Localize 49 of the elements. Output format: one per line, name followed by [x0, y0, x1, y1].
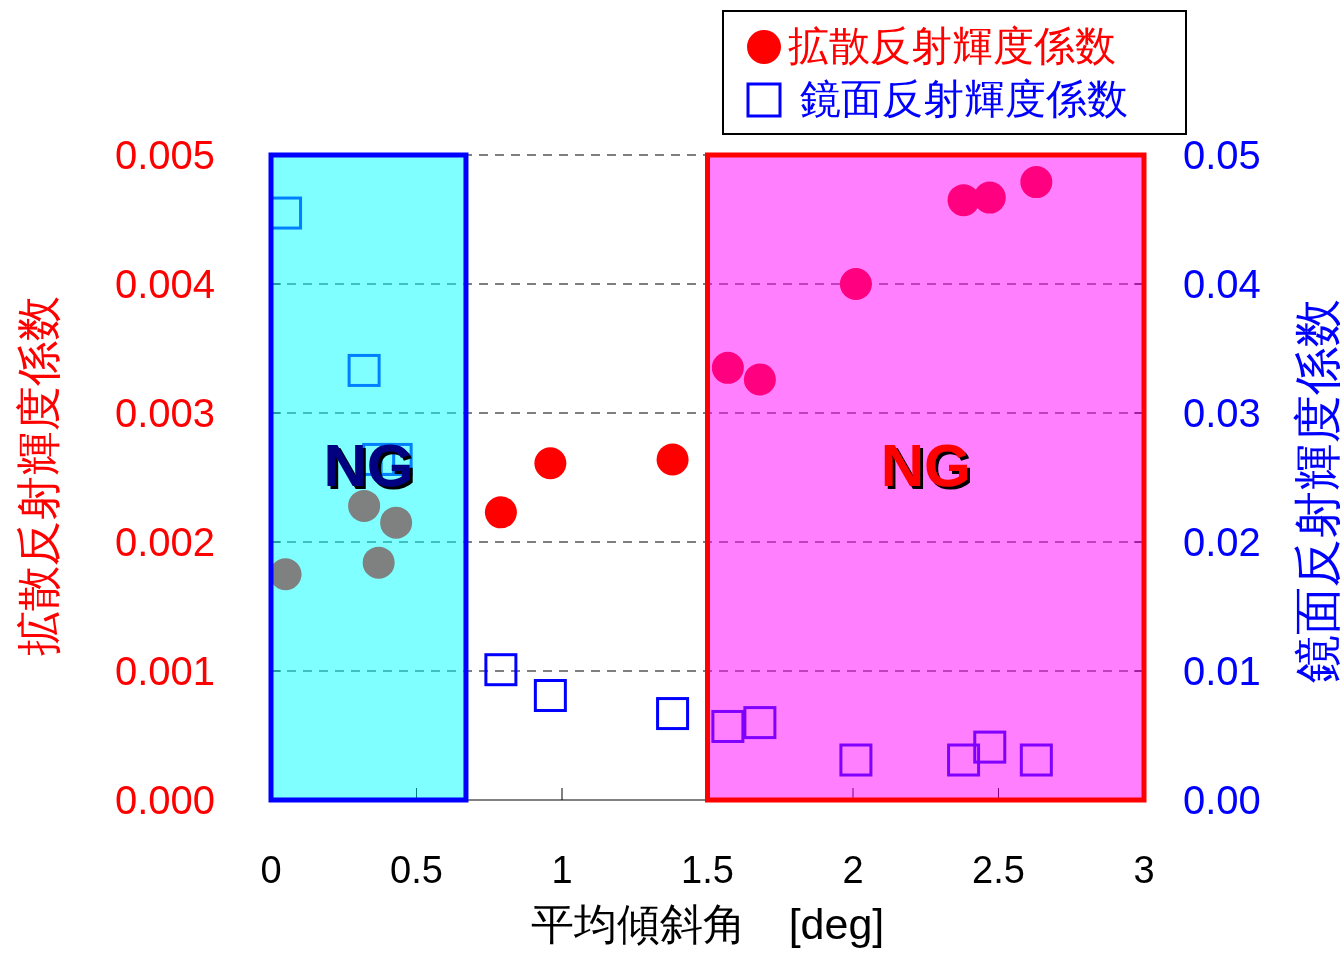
point	[347, 353, 381, 387]
x-tick-label: 0	[260, 848, 282, 891]
y-tick-label: 0.003	[114, 391, 215, 436]
point	[839, 743, 873, 777]
legend-label: 拡散反射輝度係数	[788, 23, 1116, 69]
point	[1019, 743, 1053, 777]
y2-tick-label: 0.05	[1183, 133, 1261, 178]
band-label: NG	[880, 431, 971, 499]
point	[271, 196, 303, 230]
point	[947, 743, 981, 777]
x-tick-label: 1.5	[681, 848, 734, 891]
y-tick-label: 0.002	[114, 520, 215, 565]
y2-tick-label: 0.00	[1183, 778, 1261, 823]
point	[656, 697, 690, 731]
point	[711, 709, 745, 743]
y-axis-title: 拡散反射輝度係数	[12, 295, 64, 656]
point	[534, 447, 567, 480]
x-tick-label: 1	[551, 848, 573, 891]
y-tick-label: 0.000	[114, 778, 215, 823]
point	[656, 443, 689, 476]
y2-tick-label: 0.03	[1183, 391, 1261, 436]
legend-label: 鏡面反射輝度係数	[800, 76, 1128, 122]
x-axis-title: 平均傾斜角 [deg]	[530, 900, 885, 948]
y-tick-label: 0.004	[114, 262, 215, 307]
point	[380, 506, 413, 539]
y2-tick-label: 0.02	[1183, 520, 1261, 565]
point	[973, 730, 1007, 764]
point	[743, 706, 777, 740]
point	[711, 351, 744, 384]
point	[973, 181, 1006, 214]
y-tick-label: 0.005	[114, 133, 215, 178]
point	[947, 184, 980, 217]
point	[484, 496, 517, 529]
point	[743, 363, 776, 396]
y-tick-label: 0.001	[114, 649, 215, 694]
x-tick-label: 2.5	[972, 848, 1025, 891]
point	[271, 558, 302, 591]
x-tick-label: 0.5	[390, 848, 443, 891]
x-tick-label: 3	[1133, 848, 1155, 891]
y2-tick-label: 0.01	[1183, 649, 1261, 694]
point	[839, 268, 872, 300]
point	[1020, 166, 1053, 199]
point	[362, 546, 395, 579]
point	[484, 653, 518, 687]
x-tick-label: 2	[842, 848, 864, 891]
point	[348, 489, 381, 522]
y2-tick-label: 0.04	[1183, 262, 1261, 307]
point	[533, 679, 567, 713]
band-label: NG	[323, 431, 414, 499]
